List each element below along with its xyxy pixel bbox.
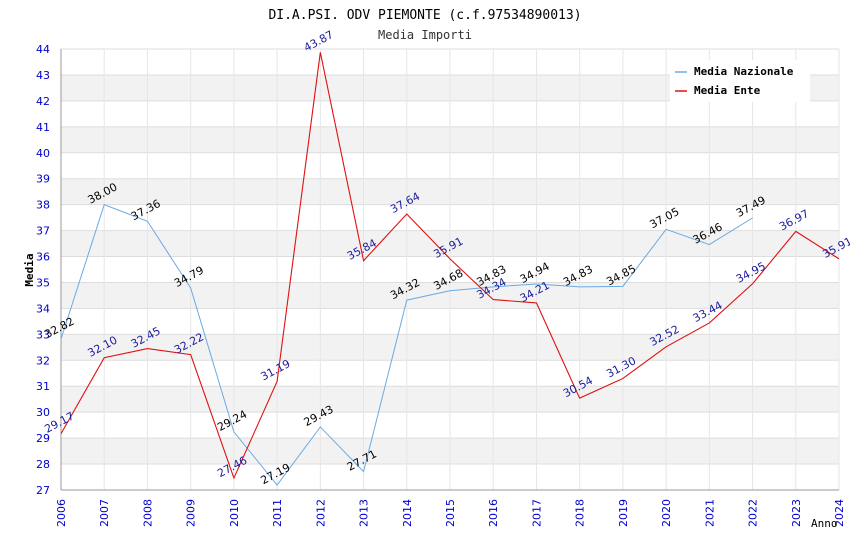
chart-subtitle: Media Importi (378, 28, 472, 42)
y-tick-label: 27 (36, 484, 50, 497)
x-tick-labels: 2006 2007 2008 2009 2010 2011 2012 2013 2014 2015… (55, 499, 846, 527)
y-tick-label: 29 (36, 432, 50, 445)
y-tick-label: 34 (36, 302, 50, 315)
series-group (60, 52, 840, 486)
x-tick-label: 2022 (747, 499, 760, 527)
x-tick-label: 2012 (314, 499, 327, 527)
y-tick-label: 41 (36, 121, 50, 134)
y-tick-label: 42 (36, 95, 50, 108)
x-tick-label: 2021 (703, 499, 716, 527)
x-tick-label: 2015 (444, 499, 457, 527)
x-tick-label: 2006 (55, 499, 68, 527)
data-label: 31.19 (259, 357, 293, 383)
x-tick-label: 2007 (98, 499, 111, 527)
x-tick-label: 2018 (574, 499, 587, 527)
x-tick-label: 2010 (228, 499, 241, 527)
x-tick-label: 2008 (141, 499, 154, 527)
x-axis-label: Anno (811, 517, 838, 530)
y-tick-label: 32 (36, 354, 50, 367)
y-tick-label: 38 (36, 199, 50, 212)
x-tick-label: 2019 (617, 499, 630, 527)
x-tick-label: 2020 (660, 499, 673, 527)
data-label: 36.97 (777, 207, 811, 233)
chart-title: DI.A.PSI. ODV PIEMONTE (c.f.97534890013) (268, 8, 581, 23)
x-tick-label: 2023 (790, 499, 803, 527)
y-axis-label: Media (23, 253, 36, 286)
series-line-media-ente (60, 52, 840, 480)
y-tick-label: 44 (36, 43, 50, 56)
x-tick-label: 2011 (271, 499, 284, 527)
x-tick-label: 2017 (530, 499, 543, 527)
x-tick-label: 2024 (833, 499, 846, 527)
y-tick-label: 40 (36, 147, 50, 160)
y-tick-label: 33 (36, 328, 50, 341)
y-tick-label: 30 (36, 406, 50, 419)
legend-label-media-nazionale: Media Nazionale (694, 65, 794, 78)
legend-box (670, 60, 810, 102)
x-tick-label: 2016 (487, 499, 500, 527)
y-tick-label: 35 (36, 276, 50, 289)
y-tick-label: 31 (36, 380, 50, 393)
grid-lines (60, 48, 840, 491)
y-tick-labels: 27 28 29 30 31 32 33 34 35 36 37 38 39 40 41 42 43 44 (36, 43, 50, 497)
data-label: 34.95 (734, 260, 768, 286)
legend-label-media-ente: Media Ente (694, 84, 761, 97)
x-tick-label: 2014 (401, 499, 414, 527)
x-tick-label: 2009 (185, 499, 198, 527)
y-tick-label: 37 (36, 225, 50, 238)
y-tick-label: 28 (36, 458, 50, 471)
y-tick-label: 43 (36, 69, 50, 82)
data-label: 43.87 (302, 28, 336, 54)
series-line-media-nazionale (60, 203, 753, 486)
y-tick-label: 36 (36, 251, 50, 264)
y-tick-label: 39 (36, 173, 50, 186)
data-label: 37.05 (648, 205, 682, 231)
x-tick-label: 2013 (358, 499, 371, 527)
legend: Media Nazionale Media Ente (670, 60, 810, 102)
